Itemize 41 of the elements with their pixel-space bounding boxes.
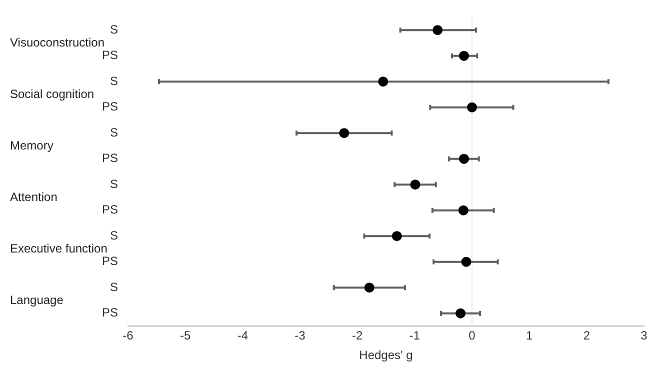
point xyxy=(458,154,469,164)
point xyxy=(458,205,468,216)
point xyxy=(456,308,466,318)
x-tick-label: -4 xyxy=(237,328,248,343)
x-tick-label: 1 xyxy=(526,328,533,343)
x-tick-label: -3 xyxy=(294,328,306,343)
text: Memory xyxy=(10,138,54,152)
point xyxy=(467,102,477,112)
text: Executive function xyxy=(10,241,108,256)
x-tick-label: 0 xyxy=(468,328,476,343)
y-tick-label: S xyxy=(110,280,118,294)
y-tick-label: S xyxy=(110,22,118,36)
y-tick-label: S xyxy=(110,74,118,88)
x-tick-label: 2 xyxy=(583,328,590,343)
y-tick-label: PS xyxy=(102,151,118,166)
y-tick-label: PS xyxy=(102,48,118,62)
text: Language xyxy=(10,292,64,307)
x-tick-label: 3 xyxy=(640,328,648,343)
point xyxy=(339,128,350,138)
x-axis-title: Hedges' g xyxy=(359,348,413,362)
y-tick-label: PS xyxy=(102,254,118,268)
text: Social cognition xyxy=(10,86,94,101)
point xyxy=(410,180,420,190)
x-tick-label: -5 xyxy=(180,328,191,343)
y-tick-label: S xyxy=(110,125,118,140)
point xyxy=(432,25,443,36)
point xyxy=(461,256,472,267)
point xyxy=(364,282,374,293)
y-tick-label: PS xyxy=(102,202,118,217)
x-tick-label: -2 xyxy=(352,328,363,343)
point xyxy=(378,76,388,87)
x-tick-label: -6 xyxy=(122,328,134,343)
text: Attention xyxy=(10,190,58,204)
x-tick-label: -1 xyxy=(409,328,420,343)
y-tick-label: S xyxy=(110,176,118,191)
point xyxy=(392,231,402,242)
y-tick-label: S xyxy=(110,228,118,242)
y-tick-label: PS xyxy=(102,100,118,114)
y-tick-label: PS xyxy=(102,306,118,320)
point xyxy=(458,50,469,61)
text: Visuoconstruction xyxy=(10,35,104,50)
